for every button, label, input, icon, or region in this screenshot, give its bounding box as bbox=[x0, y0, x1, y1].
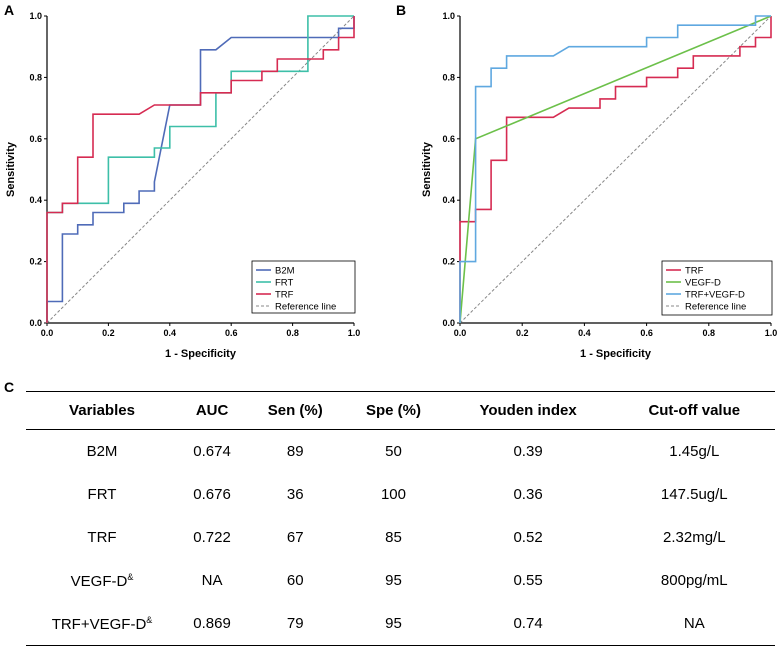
cell-sen: 79 bbox=[246, 602, 345, 646]
cell-auc: 0.869 bbox=[178, 602, 247, 646]
panel-b-x-tick-label: 0.8 bbox=[703, 328, 716, 338]
cell-sen: 89 bbox=[286, 443, 304, 460]
cell-sen: 67 bbox=[286, 529, 304, 546]
panel-label-b: B bbox=[396, 2, 407, 18]
panel-b-y-tick-label: 0.2 bbox=[442, 257, 455, 267]
footnote-mark: & bbox=[127, 571, 134, 582]
panel-b-x-tick-label: 1.0 bbox=[765, 328, 778, 338]
panel-b-x-tick-label: 0.6 bbox=[640, 328, 653, 338]
panel-a-legend-label: Reference line bbox=[275, 302, 336, 313]
panel-a-legend-label: FRT bbox=[275, 278, 293, 289]
cell-spe: 85 bbox=[385, 529, 402, 546]
header-sen: Sen (%) bbox=[246, 391, 345, 430]
panel-b-legend-label: Reference line bbox=[685, 302, 746, 313]
panel-label-c: C bbox=[4, 379, 15, 395]
variable-name: B2M bbox=[86, 443, 118, 460]
table-header-row: Variables AUC Sen (%) Spe (%) Youden ind… bbox=[26, 391, 775, 430]
panel-b-legend-label: VEGF-D bbox=[685, 278, 721, 289]
panel-a-y-tick-label: 0.4 bbox=[29, 195, 42, 205]
panel-b-series-reference-line bbox=[459, 15, 772, 324]
variable-name: FRT bbox=[87, 486, 117, 503]
panel-a-series-trf bbox=[46, 16, 355, 323]
header-spe: Spe (%) bbox=[344, 391, 443, 430]
panel-a-y-tick-label: 1.0 bbox=[29, 11, 42, 21]
panel-a-y-tick-label: 0.2 bbox=[29, 257, 42, 267]
cell-auc: 0.674 bbox=[193, 443, 231, 460]
panel-b-y-tick-label: 0.8 bbox=[442, 72, 455, 82]
cell-spe: 95 bbox=[344, 602, 443, 646]
cell-cutoff: 147.5ug/L bbox=[660, 486, 728, 503]
panel-a-x-axis-label: 1 - Specificity bbox=[165, 348, 237, 360]
panel-a-y-axis-label: Sensitivity bbox=[5, 141, 17, 197]
cell-variable: TRF+VEGF-D& bbox=[26, 602, 178, 646]
cell-spe: 50 bbox=[385, 443, 402, 460]
footnote-mark: & bbox=[146, 614, 153, 625]
panel-b-y-tick-label: 0.4 bbox=[442, 195, 455, 205]
panel-a-x-tick-label: 0.4 bbox=[164, 328, 177, 338]
panel-a-series-reference-line bbox=[46, 15, 355, 324]
panel-label-a: A bbox=[4, 2, 15, 18]
variable-name: TRF+VEGF-D bbox=[51, 615, 147, 633]
table-row: TRF+VEGF-D& 0.869 79 95 0.74 NA bbox=[26, 602, 775, 646]
cell-spe: 100 bbox=[380, 486, 406, 503]
table-row: FRT 0.676 36 100 0.36 147.5ug/L bbox=[26, 473, 775, 516]
panel-b-series-trf-vegf-d bbox=[459, 15, 771, 323]
table-row: VEGF-D& NA 60 95 0.55 800pg/mL bbox=[26, 559, 775, 602]
panel-b-x-tick-label: 0.4 bbox=[578, 328, 591, 338]
header-cutoff: Cut-off value bbox=[613, 391, 775, 430]
roc-charts: 0.0 0.2 0.4 0.6 0.8 1.0 0.0 0.2 0.4 0.6 0.8 1.0 1 - … bbox=[5, 11, 777, 360]
panel-b-x-axis-label: 1 - Specificity bbox=[580, 348, 652, 360]
cell-spe: 95 bbox=[385, 572, 402, 589]
panel-b-legend-label: TRF bbox=[685, 266, 704, 277]
cell-cutoff: 2.32mg/L bbox=[663, 529, 726, 546]
cell-youden: 0.74 bbox=[442, 602, 614, 646]
panel-a-chart: 0.0 0.2 0.4 0.6 0.8 1.0 0.0 0.2 0.4 0.6 0.8 1.0 1 - … bbox=[5, 11, 360, 360]
cell-auc: 0.676 bbox=[193, 486, 231, 503]
panel-a-y-tick-label: 0.6 bbox=[29, 134, 42, 144]
cell-youden: 0.39 bbox=[513, 443, 543, 460]
header-variables: Variables bbox=[26, 391, 178, 430]
header-youden: Youden index bbox=[442, 391, 614, 430]
panel-b-x-tick-label: 0.0 bbox=[454, 328, 467, 338]
panel-b-x-tick-label: 0.2 bbox=[516, 328, 529, 338]
panel-b-chart: 0.0 0.2 0.4 0.6 0.8 1.0 0.0 0.2 0.4 0.6 0.8 1.0 1 - … bbox=[421, 11, 777, 360]
variable-name: TRF bbox=[87, 529, 117, 546]
results-table: Variables AUC Sen (%) Spe (%) Youden ind… bbox=[26, 391, 775, 646]
header-auc: AUC bbox=[178, 391, 247, 430]
panel-b-y-tick-label: 1.0 bbox=[442, 11, 455, 21]
panel-a-y-tick-label: 0.0 bbox=[29, 318, 42, 328]
cell-auc: NA bbox=[201, 572, 223, 589]
cell-auc: 0.722 bbox=[193, 529, 231, 546]
panel-a-x-tick-label: 0.0 bbox=[41, 328, 54, 338]
table-row: B2M 0.674 89 50 0.39 1.45g/L bbox=[26, 430, 775, 474]
cell-cutoff: 800pg/mL bbox=[660, 572, 728, 589]
panel-a-series-b2m bbox=[46, 16, 355, 323]
cell-variable: TRF bbox=[26, 516, 178, 559]
cell-cutoff: NA bbox=[613, 602, 775, 646]
table-row: TRF 0.722 67 85 0.52 2.32mg/L bbox=[26, 516, 775, 559]
cell-variable: B2M bbox=[26, 430, 178, 474]
panel-b-y-tick-label: 0.6 bbox=[442, 134, 455, 144]
cell-variable: FRT bbox=[26, 473, 178, 516]
cell-youden: 0.36 bbox=[513, 486, 543, 503]
cell-cutoff: 1.45g/L bbox=[669, 443, 720, 460]
panel-a-x-tick-label: 1.0 bbox=[348, 328, 361, 338]
cell-sen: 60 bbox=[286, 572, 304, 589]
panel-b-y-tick-label: 0.0 bbox=[442, 318, 455, 328]
panel-b-series-trf bbox=[459, 16, 772, 323]
panel-b-legend-label: TRF+VEGF-D bbox=[685, 290, 745, 301]
panel-a-legend-label: TRF bbox=[275, 290, 294, 301]
cell-youden: 0.55 bbox=[513, 572, 543, 589]
cell-variable: VEGF-D& bbox=[26, 559, 178, 602]
variable-name: VEGF-D bbox=[70, 572, 128, 590]
panel-a-legend-label: B2M bbox=[275, 266, 295, 277]
cell-youden: 0.52 bbox=[513, 529, 543, 546]
panel-b-y-axis-label: Sensitivity bbox=[421, 141, 433, 197]
panel-a-x-tick-label: 0.2 bbox=[102, 328, 115, 338]
panel-a-y-tick-label: 0.8 bbox=[29, 72, 42, 82]
panel-a-x-tick-label: 0.8 bbox=[286, 328, 299, 338]
cell-sen: 36 bbox=[286, 486, 304, 503]
panel-a-x-tick-label: 0.6 bbox=[225, 328, 238, 338]
